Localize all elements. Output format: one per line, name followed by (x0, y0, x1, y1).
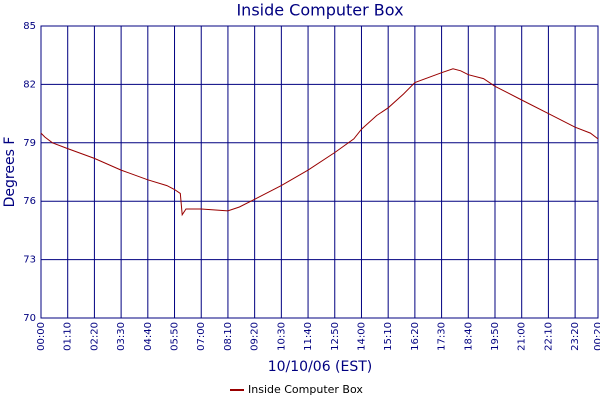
x-tick-label: 16:20 (410, 322, 421, 351)
x-tick-label: 19:50 (490, 322, 501, 351)
chart-title: Inside Computer Box (236, 1, 403, 20)
x-tick-label: 03:30 (116, 322, 127, 351)
x-tick-label: 09:20 (250, 322, 261, 351)
x-tick-label: 11:40 (303, 322, 314, 351)
x-tick-label: 14:00 (356, 322, 367, 351)
data-line (40, 68, 599, 217)
y-tick-label: 73 (23, 255, 36, 266)
x-tick-label: 08:10 (223, 322, 234, 351)
x-tick-label: 15:10 (383, 322, 394, 351)
x-tick-label: 04:40 (143, 322, 154, 351)
x-tick-label: 21:00 (517, 322, 528, 351)
plot-border (40, 25, 599, 319)
x-tick-label: 22:10 (543, 322, 554, 351)
x-tick-label: 12:50 (330, 322, 341, 351)
x-tick-label: 10:30 (276, 322, 287, 351)
y-tick-label: 76 (23, 196, 36, 207)
plot-area (41, 26, 598, 318)
x-tick-label: 05:50 (170, 322, 181, 351)
x-tick-label: 17:30 (437, 322, 448, 351)
x-tick-label: 01:10 (63, 322, 74, 351)
x-tick-label: 07:00 (196, 322, 207, 351)
legend-label: Inside Computer Box (248, 383, 363, 396)
x-tick-label: 18:40 (463, 322, 474, 351)
x-axis-label: 10/10/06 (EST) (268, 359, 373, 375)
y-tick-label: 70 (23, 313, 36, 324)
y-tick-label: 82 (23, 79, 36, 90)
y-tick-label: 79 (23, 138, 36, 149)
y-axis-label: Degrees F (2, 137, 18, 208)
x-tick-label: 02:20 (89, 322, 100, 351)
y-tick-label: 85 (23, 21, 36, 32)
x-tick-label: 23:20 (570, 322, 581, 351)
x-tick-label: 00:00 (36, 322, 47, 351)
x-tick-label: 00:20 (593, 322, 600, 351)
